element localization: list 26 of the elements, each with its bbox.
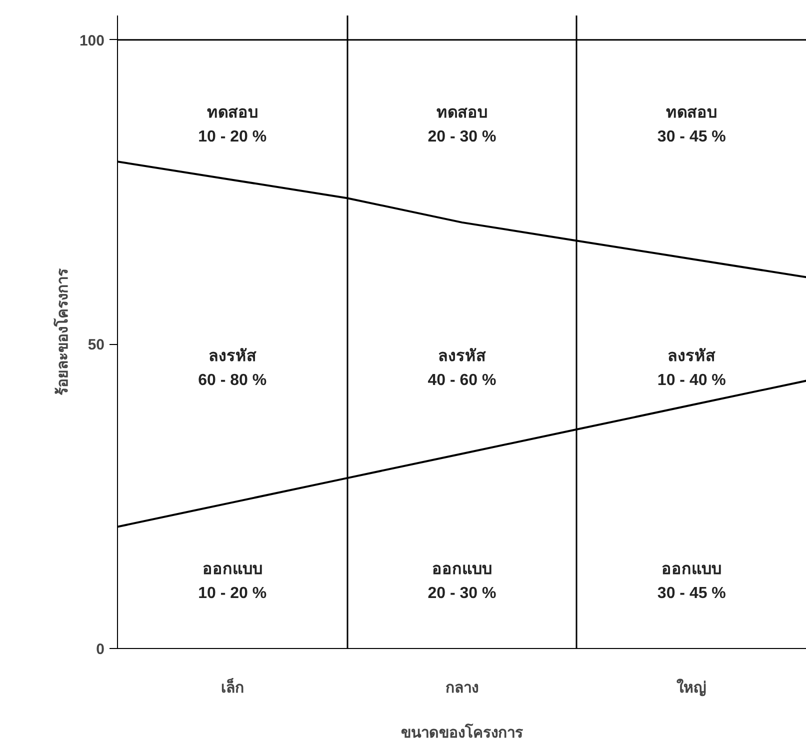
- annotation: 60 - 80 %: [198, 372, 267, 390]
- x-tick-label: กลาง: [446, 680, 478, 696]
- annotation: ลงรหัส: [208, 346, 256, 365]
- annotation: ทดสอบ: [666, 104, 718, 122]
- annotation: ออกแบบ: [662, 560, 722, 578]
- y-tick-label: 50: [88, 336, 105, 354]
- x-axis-title: ขนาดของโครงการ: [401, 722, 524, 742]
- y-axis-title: ร้อยละของโครงการ: [52, 268, 72, 396]
- annotation: 10 - 40 %: [657, 372, 726, 390]
- annotation: 40 - 60 %: [428, 372, 496, 390]
- annotation: 10 - 20 %: [198, 128, 267, 146]
- annotation: 10 - 20 %: [198, 585, 267, 602]
- annotation: ลงรหัส: [438, 346, 486, 365]
- annotation: ลงรหัส: [668, 346, 716, 365]
- annotation: ทดสอบ: [206, 104, 258, 122]
- annotation: 20 - 30 %: [428, 128, 496, 146]
- x-tick-label: เล็ก: [220, 678, 244, 696]
- annotation: 30 - 45 %: [657, 585, 726, 602]
- y-tick-label: 100: [79, 32, 105, 50]
- y-tick-label: 0: [96, 641, 104, 658]
- annotation: ทดสอบ: [436, 104, 488, 122]
- x-tick-label: ใหญ่: [676, 678, 707, 696]
- annotation: ออกแบบ: [432, 560, 492, 578]
- annotation: 30 - 45 %: [657, 128, 726, 146]
- annotation: 20 - 30 %: [428, 585, 496, 602]
- annotation: ออกแบบ: [202, 560, 262, 578]
